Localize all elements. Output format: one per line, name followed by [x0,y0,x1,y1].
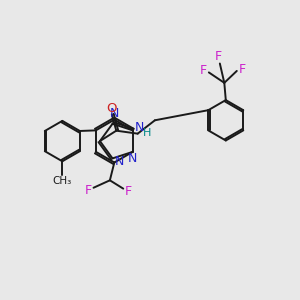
Text: N: N [109,106,119,120]
Text: F: F [239,63,246,76]
Text: F: F [199,64,206,77]
Text: F: F [125,185,132,198]
Text: N: N [134,121,144,134]
Text: F: F [85,184,92,197]
Text: F: F [215,50,222,64]
Text: CH₃: CH₃ [53,176,72,186]
Text: N: N [115,155,124,168]
Text: H: H [142,128,151,138]
Text: N: N [128,152,138,165]
Text: O: O [106,102,116,115]
